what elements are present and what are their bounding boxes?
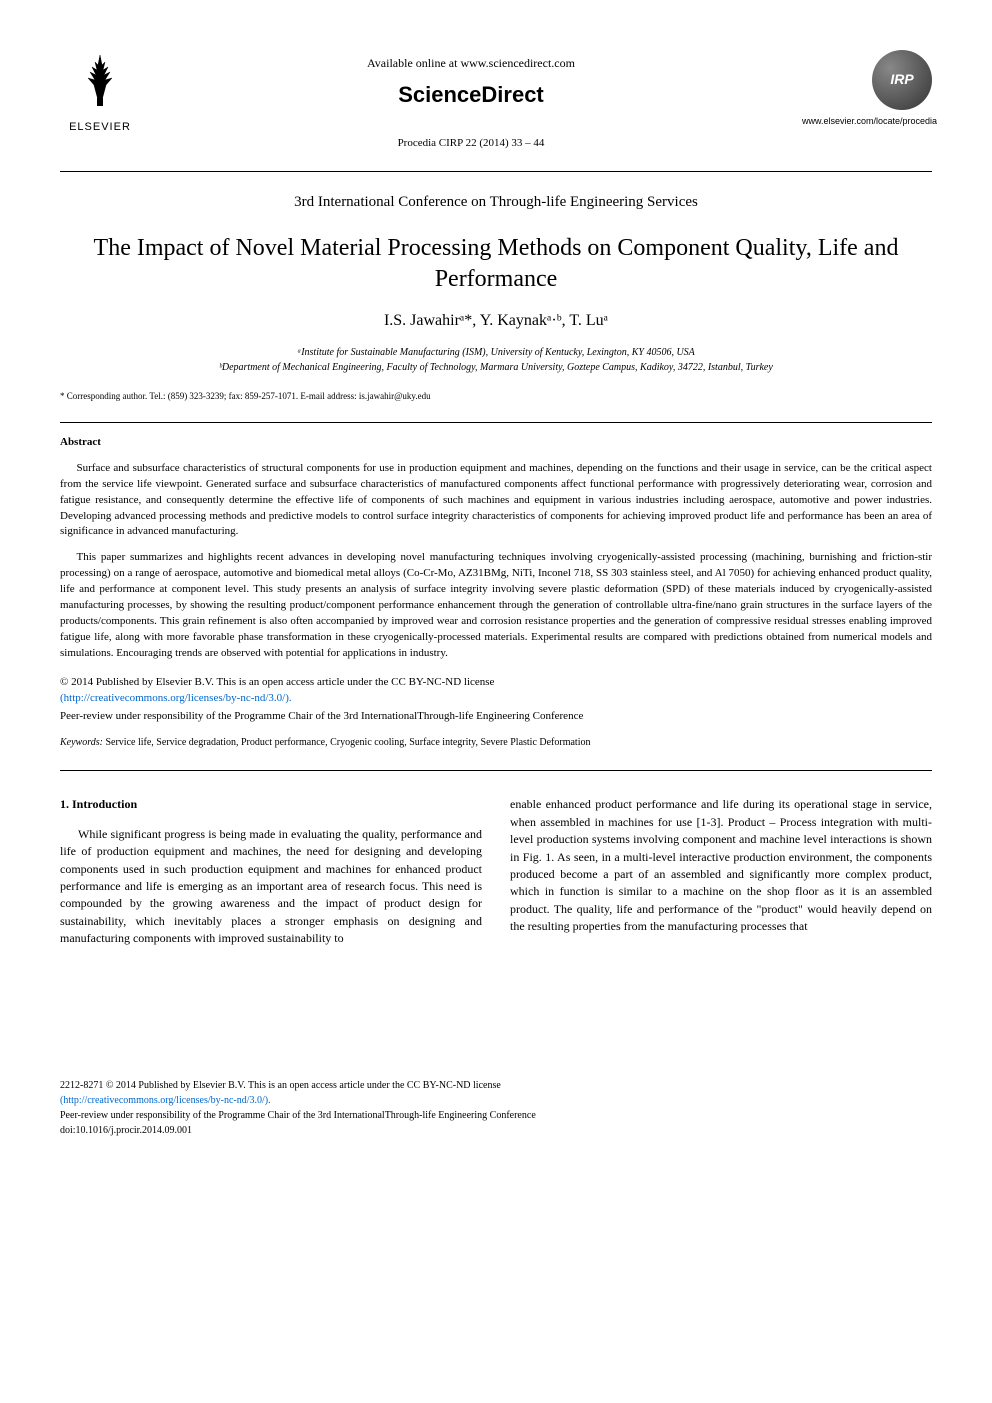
copyright-block: © 2014 Published by Elsevier B.V. This i… [60, 674, 932, 707]
affiliation-a: ᵃInstitute for Sustainable Manufacturing… [60, 345, 932, 360]
peer-review-text: Peer-review under responsibility of the … [60, 709, 932, 724]
elsevier-url: www.elsevier.com/locate/procedia [802, 115, 932, 128]
header-row: ELSEVIER Available online at www.science… [60, 50, 932, 151]
copyright-text: © 2014 Published by Elsevier B.V. This i… [60, 676, 494, 688]
elsevier-logo: ELSEVIER [60, 50, 140, 136]
conference-name: 3rd International Conference on Through-… [60, 192, 932, 213]
authors: I.S. Jawahirᵃ*, Y. Kaynakᵃ·ᵇ, T. Luᵃ [60, 310, 932, 332]
keywords-block: Keywords: Service life, Service degradat… [60, 736, 932, 750]
affiliation-b: ᵇDepartment of Mechanical Engineering, F… [60, 360, 932, 375]
irp-icon: IRP [872, 50, 932, 110]
keywords-text: Service life, Service degradation, Produ… [103, 737, 591, 748]
intro-text-left: While significant progress is being made… [60, 826, 482, 948]
intro-text-right: enable enhanced product performance and … [510, 796, 932, 935]
footer-issn: 2212-8271 © 2014 Published by Elsevier B… [60, 1078, 932, 1093]
elsevier-tree-icon [70, 50, 130, 110]
abstract-heading: Abstract [60, 435, 932, 450]
license-link[interactable]: (http://creativecommons.org/licenses/by-… [60, 692, 292, 704]
right-column: enable enhanced product performance and … [510, 796, 932, 947]
article-title: The Impact of Novel Material Processing … [60, 233, 932, 295]
footer-block: 2212-8271 © 2014 Published by Elsevier B… [60, 1078, 932, 1138]
footer-doi: doi:10.1016/j.procir.2014.09.001 [60, 1123, 932, 1138]
keywords-label: Keywords: [60, 737, 103, 748]
elsevier-label: ELSEVIER [60, 120, 140, 135]
footer-peer-review: Peer-review under responsibility of the … [60, 1108, 932, 1123]
corresponding-author: * Corresponding author. Tel.: (859) 323-… [60, 390, 932, 403]
procedia-citation: Procedia CIRP 22 (2014) 33 – 44 [140, 136, 802, 151]
affiliations: ᵃInstitute for Sustainable Manufacturing… [60, 345, 932, 375]
abstract-paragraph-2: This paper summarizes and highlights rec… [60, 550, 932, 662]
abstract-paragraph-1: Surface and subsurface characteristics o… [60, 461, 932, 541]
abstract-top-divider [60, 422, 932, 423]
intro-divider [60, 770, 932, 771]
irp-logo-block: IRP www.elsevier.com/locate/procedia [802, 50, 932, 128]
available-online-text: Available online at www.sciencedirect.co… [140, 55, 802, 72]
top-divider [60, 171, 932, 172]
left-column: 1. Introduction While significant progre… [60, 796, 482, 947]
center-header: Available online at www.sciencedirect.co… [140, 50, 802, 151]
footer-license-link[interactable]: (http://creativecommons.org/licenses/by-… [60, 1093, 932, 1108]
body-columns: 1. Introduction While significant progre… [60, 796, 932, 947]
introduction-heading: 1. Introduction [60, 796, 482, 813]
sciencedirect-logo: ScienceDirect [140, 80, 802, 111]
